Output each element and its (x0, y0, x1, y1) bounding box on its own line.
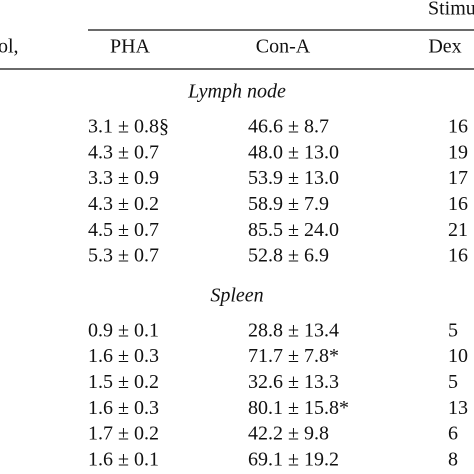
cell: 3.3 ± 0.9 (88, 167, 159, 189)
cell: 16 (448, 245, 468, 267)
cell: 13 (448, 397, 468, 419)
column-header: PHA (110, 36, 151, 58)
cell: 4.5 ± 0.7 (88, 219, 159, 241)
spanner-header: Stimu (428, 0, 474, 20)
cell: 17 (448, 167, 468, 189)
cell: 0.9 ± 0.1 (88, 319, 159, 341)
cell: 19 (448, 141, 468, 163)
column-header: Dex (428, 36, 461, 58)
cell: 16 (448, 193, 468, 215)
cell: 5 (448, 319, 458, 341)
cell: 71.7 ± 7.8* (248, 345, 339, 367)
section-title: Lymph node (187, 81, 286, 103)
cell: 48.0 ± 13.0 (248, 141, 339, 163)
cell: 1.6 ± 0.3 (88, 397, 159, 419)
cell: 58.9 ± 7.9 (248, 193, 329, 215)
cell: 80.1 ± 15.8* (248, 397, 349, 419)
cell: 1.6 ± 0.1 (88, 448, 159, 470)
cell: 1.7 ± 0.2 (88, 423, 159, 445)
cell: 46.6 ± 8.7 (248, 116, 329, 138)
cell: 32.6 ± 13.3 (248, 371, 339, 393)
cell: 21 (448, 219, 468, 241)
cell: 5.3 ± 0.7 (88, 245, 159, 267)
cell: 6 (448, 423, 458, 445)
cell: 1.5 ± 0.2 (88, 371, 159, 393)
cell: 4.3 ± 0.2 (88, 193, 159, 215)
cell: 85.5 ± 24.0 (248, 219, 339, 241)
section-title: Spleen (210, 284, 263, 306)
cell: 4.3 ± 0.7 (88, 141, 159, 163)
cell: 42.2 ± 9.8 (248, 423, 329, 445)
cell: 28.8 ± 13.4 (248, 319, 339, 341)
stub-header: ol, (0, 36, 19, 58)
cell: 52.8 ± 6.9 (248, 245, 329, 267)
cell: 3.1 ± 0.8§ (88, 116, 169, 138)
cell: 16 (448, 116, 468, 138)
column-header: Con-A (256, 36, 311, 58)
cell: 8 (448, 448, 458, 470)
cell: 1.6 ± 0.3 (88, 345, 159, 367)
cell: 69.1 ± 19.2 (248, 448, 339, 470)
cell: 5 (448, 371, 458, 393)
cell: 10 (448, 345, 468, 367)
cell: 53.9 ± 13.0 (248, 167, 339, 189)
